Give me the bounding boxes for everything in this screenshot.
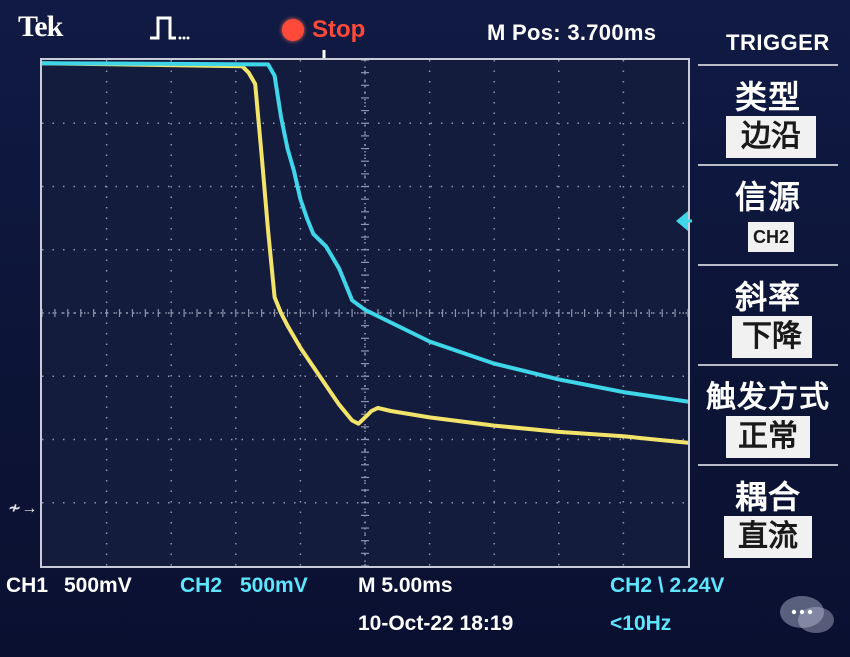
trigger-level-marker-icon <box>676 211 692 231</box>
menu-item-label: 触发方式 <box>706 381 830 414</box>
menu-item-value: 直流 <box>724 516 812 558</box>
ch2-label: CH2 <box>180 574 223 597</box>
channel-ground-marker-icon: ≁→ <box>8 500 38 517</box>
brand-logo: Tek <box>18 10 63 43</box>
trigger-menu: TRIGGER 类型 边沿 信源 CH2 斜率 下降 触发方式 正常 耦合 直流 <box>698 22 838 578</box>
menu-item-coupling[interactable]: 耦合 直流 <box>698 464 838 564</box>
ch1-scale: 500mV <box>64 574 132 597</box>
bottom-status-bar: CH1 500mV CH2 500mV M 5.00ms CH2 \ 2.24V… <box>0 568 850 657</box>
trigger-menu-title: TRIGGER <box>726 30 830 55</box>
pulse-icon <box>150 16 190 40</box>
ch2-scale: 500mV <box>240 574 308 597</box>
menu-item-label: 信源 <box>734 179 801 215</box>
menu-item-value: 正常 <box>726 416 810 458</box>
chat-bubble-icon <box>780 596 834 633</box>
waveform-ch1 <box>42 61 688 445</box>
timebase-readout: M 5.00ms <box>358 574 453 597</box>
top-status-bar: Tek Stop M Pos: 3.700ms <box>0 0 720 67</box>
trigger-readout: CH2 \ 2.24V <box>610 574 725 597</box>
menu-item-label: 耦合 <box>734 479 801 515</box>
menu-item-source[interactable]: 信源 CH2 <box>698 164 838 264</box>
stop-icon <box>282 19 304 41</box>
datetime-readout: 10-Oct-22 18:19 <box>358 612 514 635</box>
horizontal-position-readout: M Pos: 3.700ms <box>487 20 657 45</box>
menu-item-type[interactable]: 类型 边沿 <box>698 64 838 164</box>
waveform-ch2 <box>42 61 688 404</box>
menu-item-value: 下降 <box>732 316 812 358</box>
menu-item-slope[interactable]: 斜率 下降 <box>698 264 838 364</box>
run-state-label: Stop <box>312 16 366 43</box>
run-stop-indicator[interactable]: Stop <box>282 16 365 44</box>
ch1-label: CH1 <box>6 574 49 597</box>
menu-item-trigger-mode[interactable]: 触发方式 正常 <box>698 364 838 464</box>
menu-item-value: 边沿 <box>726 116 816 158</box>
menu-item-value: CH2 <box>748 222 794 252</box>
waveform-canvas <box>42 60 688 566</box>
menu-item-label: 类型 <box>734 79 801 115</box>
waveform-display <box>40 58 690 568</box>
menu-item-label: 斜率 <box>734 279 801 315</box>
frequency-readout: <10Hz <box>610 612 672 635</box>
